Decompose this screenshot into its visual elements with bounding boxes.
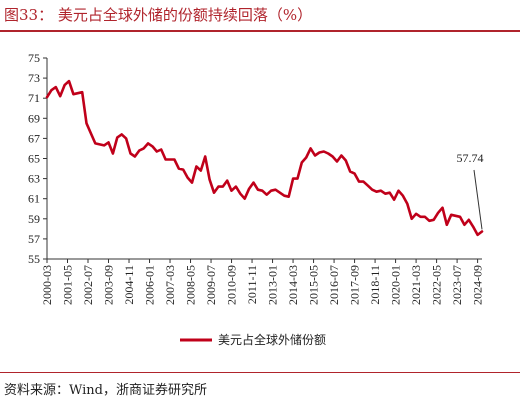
x-tick-label: 2014-03 [286, 265, 300, 305]
y-tick-label: 57 [28, 232, 40, 246]
legend-label: 美元占全球外储份额 [218, 332, 326, 347]
y-tick-label: 69 [28, 111, 40, 125]
axes [46, 58, 482, 260]
y-tick-label: 61 [28, 192, 40, 206]
legend: 美元占全球外储份额 [180, 332, 326, 347]
y-tick-label: 71 [28, 91, 40, 105]
x-tick-label: 2011-11 [245, 265, 259, 304]
annotation-leader [473, 169, 483, 230]
x-tick-label: 2021-03 [409, 265, 423, 305]
x-tick-label: 2008-05 [184, 265, 198, 305]
source-note: 资料来源：Wind，浙商证券研究所 [4, 383, 207, 398]
x-tick-label: 2020-01 [389, 265, 403, 305]
y-tick-label: 55 [28, 252, 40, 266]
x-tick-label: 2001-05 [61, 265, 75, 305]
x-tick-label: 2022-05 [430, 265, 444, 305]
y-tick-label: 63 [28, 172, 40, 186]
x-tick-label: 2023-07 [450, 265, 464, 305]
y-tick-label: 65 [28, 152, 40, 166]
chart-title: 图33： 美元占全球外储的份额持续回落（%） [4, 6, 313, 24]
x-tick-label: 2016-07 [327, 265, 341, 305]
x-tick-label: 2009-07 [204, 265, 218, 305]
annotation-layer: 57.74 [457, 151, 484, 230]
source-divider [0, 372, 520, 373]
x-tick-label: 2017-09 [348, 265, 362, 305]
x-tick-label: 2006-01 [143, 265, 157, 305]
x-tick-label: 2024-09 [471, 265, 485, 305]
x-tick-label: 2003-09 [102, 265, 116, 305]
y-tick-label: 73 [28, 71, 40, 85]
x-tick-label: 2018-11 [368, 265, 382, 305]
x-tick-label: 2004-11 [122, 265, 136, 305]
x-tick-label: 2007-03 [163, 265, 177, 305]
series-layer [45, 79, 484, 237]
annotation-label: 57.74 [457, 151, 484, 165]
x-tick-label: 2010-09 [225, 265, 239, 305]
x-tick-label: 2002-07 [81, 265, 95, 305]
y-tick-label: 59 [28, 212, 40, 226]
x-tick-label: 2013-01 [266, 265, 280, 305]
x-axis-ticks: 2000-03 2001-05 2002-07 2003-09 2004-11 2006-… [40, 259, 485, 305]
series-line [45, 79, 484, 237]
x-tick-label: 2000-03 [40, 265, 54, 305]
y-tick-label: 75 [28, 51, 40, 65]
y-tick-label: 67 [28, 131, 40, 145]
title-divider [0, 30, 520, 32]
y-axis-ticks: 55 57 59 61 63 65 67 69 71 73 75 [28, 51, 47, 266]
x-tick-label: 2015-05 [307, 265, 321, 305]
